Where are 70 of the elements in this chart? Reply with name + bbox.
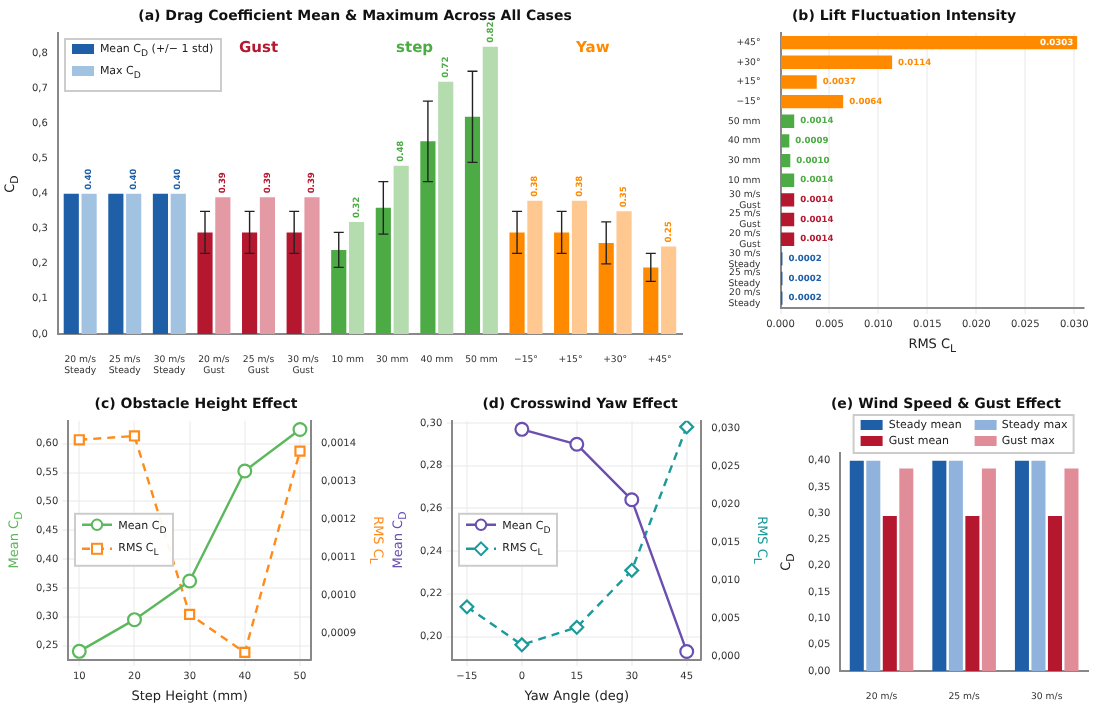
point (679, 420, 695, 435)
bar (781, 75, 817, 89)
point (514, 637, 530, 653)
point (569, 619, 585, 635)
bar (781, 114, 795, 128)
bar (1031, 460, 1046, 671)
bar (375, 207, 391, 334)
bar (661, 246, 677, 334)
bar (965, 515, 980, 671)
bar (349, 221, 365, 334)
bar (304, 197, 320, 334)
bar (781, 153, 791, 168)
bar (554, 232, 570, 334)
point (237, 463, 253, 479)
bar (616, 211, 632, 334)
point (459, 599, 475, 615)
bar (948, 460, 963, 671)
bar (781, 94, 844, 109)
point (182, 573, 198, 589)
bar (1064, 468, 1079, 671)
bar (464, 116, 481, 334)
point (624, 492, 640, 508)
bar (331, 249, 347, 334)
bar (215, 197, 231, 334)
point (128, 430, 141, 442)
point (514, 421, 530, 437)
bar (108, 193, 124, 334)
bar (1014, 460, 1029, 671)
bar (981, 468, 996, 671)
point (126, 612, 142, 628)
point (71, 643, 87, 659)
bar (81, 193, 97, 334)
bar (932, 460, 947, 671)
bar (527, 200, 543, 334)
bar (1047, 515, 1062, 671)
bar (781, 232, 795, 246)
bar (866, 460, 881, 671)
bar (899, 468, 914, 671)
point (239, 646, 251, 659)
bar (781, 55, 893, 69)
bar (393, 165, 409, 334)
bar (482, 46, 498, 334)
bar (781, 35, 1078, 50)
bar (781, 193, 795, 207)
bar (63, 193, 79, 334)
bar (849, 460, 864, 671)
bar (509, 232, 525, 334)
bar (438, 81, 454, 334)
bar (126, 193, 142, 334)
bar (420, 141, 436, 334)
bar (170, 193, 186, 334)
bar (571, 200, 588, 334)
bar (781, 173, 795, 187)
bar (643, 267, 659, 334)
bar (286, 232, 302, 334)
point (184, 608, 196, 621)
point (624, 562, 640, 578)
bar (197, 232, 213, 334)
point (679, 643, 695, 659)
bar (259, 197, 275, 334)
bar (242, 232, 258, 334)
bar (781, 212, 795, 227)
point (73, 434, 85, 446)
point (292, 421, 308, 437)
bar (598, 242, 614, 334)
point (569, 436, 585, 452)
bar (882, 515, 897, 671)
bar (152, 193, 169, 334)
point (294, 445, 306, 457)
bar (781, 134, 790, 148)
